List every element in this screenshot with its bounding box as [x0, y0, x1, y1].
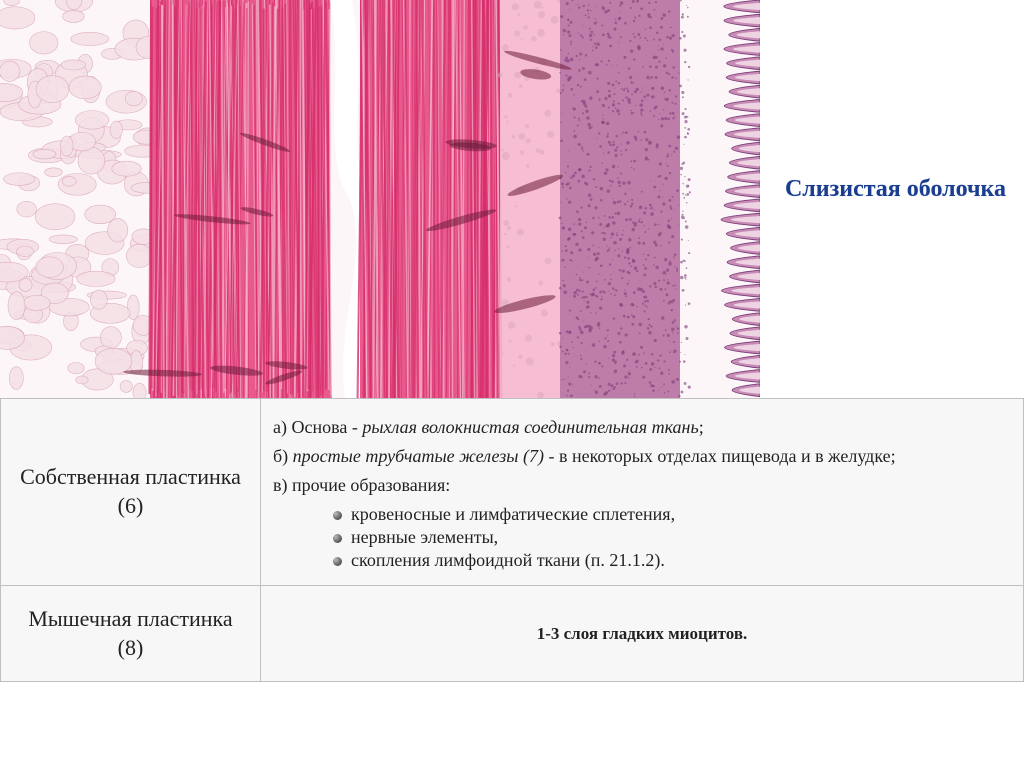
list-item: нервные элементы, [333, 527, 1011, 548]
list-item: кровеносные и лимфатические сплетения, [333, 504, 1011, 525]
list-item: скопления лимфоидной ткани (п. 21.1.2). [333, 550, 1011, 571]
row1-label: Собственная пластинка (6) [1, 399, 261, 586]
row2-content: 1-3 слоя гладких миоцитов. [261, 586, 1024, 682]
row1-content: а) Основа - рыхлая волокнистая соедините… [261, 399, 1024, 586]
bullet-list: кровеносные и лимфатические сплетения, н… [333, 504, 1011, 571]
histology-image [0, 0, 760, 398]
image-area: Слизистая оболочка [0, 0, 1024, 398]
line-c: в) прочие образования: [273, 475, 1011, 496]
table-row: Мышечная пластинка (8) 1-3 слоя гладких … [1, 586, 1024, 682]
line-a: а) Основа - рыхлая волокнистая соедините… [273, 417, 1011, 438]
slide-heading: Слизистая оболочка [785, 176, 1006, 203]
table-row: Собственная пластинка (6) а) Основа - ры… [1, 399, 1024, 586]
line-b: б) простые трубчатые железы (7) - в неко… [273, 446, 1011, 467]
row2-label: Мышечная пластинка (8) [1, 586, 261, 682]
info-table: Собственная пластинка (6) а) Основа - ры… [0, 398, 1024, 682]
